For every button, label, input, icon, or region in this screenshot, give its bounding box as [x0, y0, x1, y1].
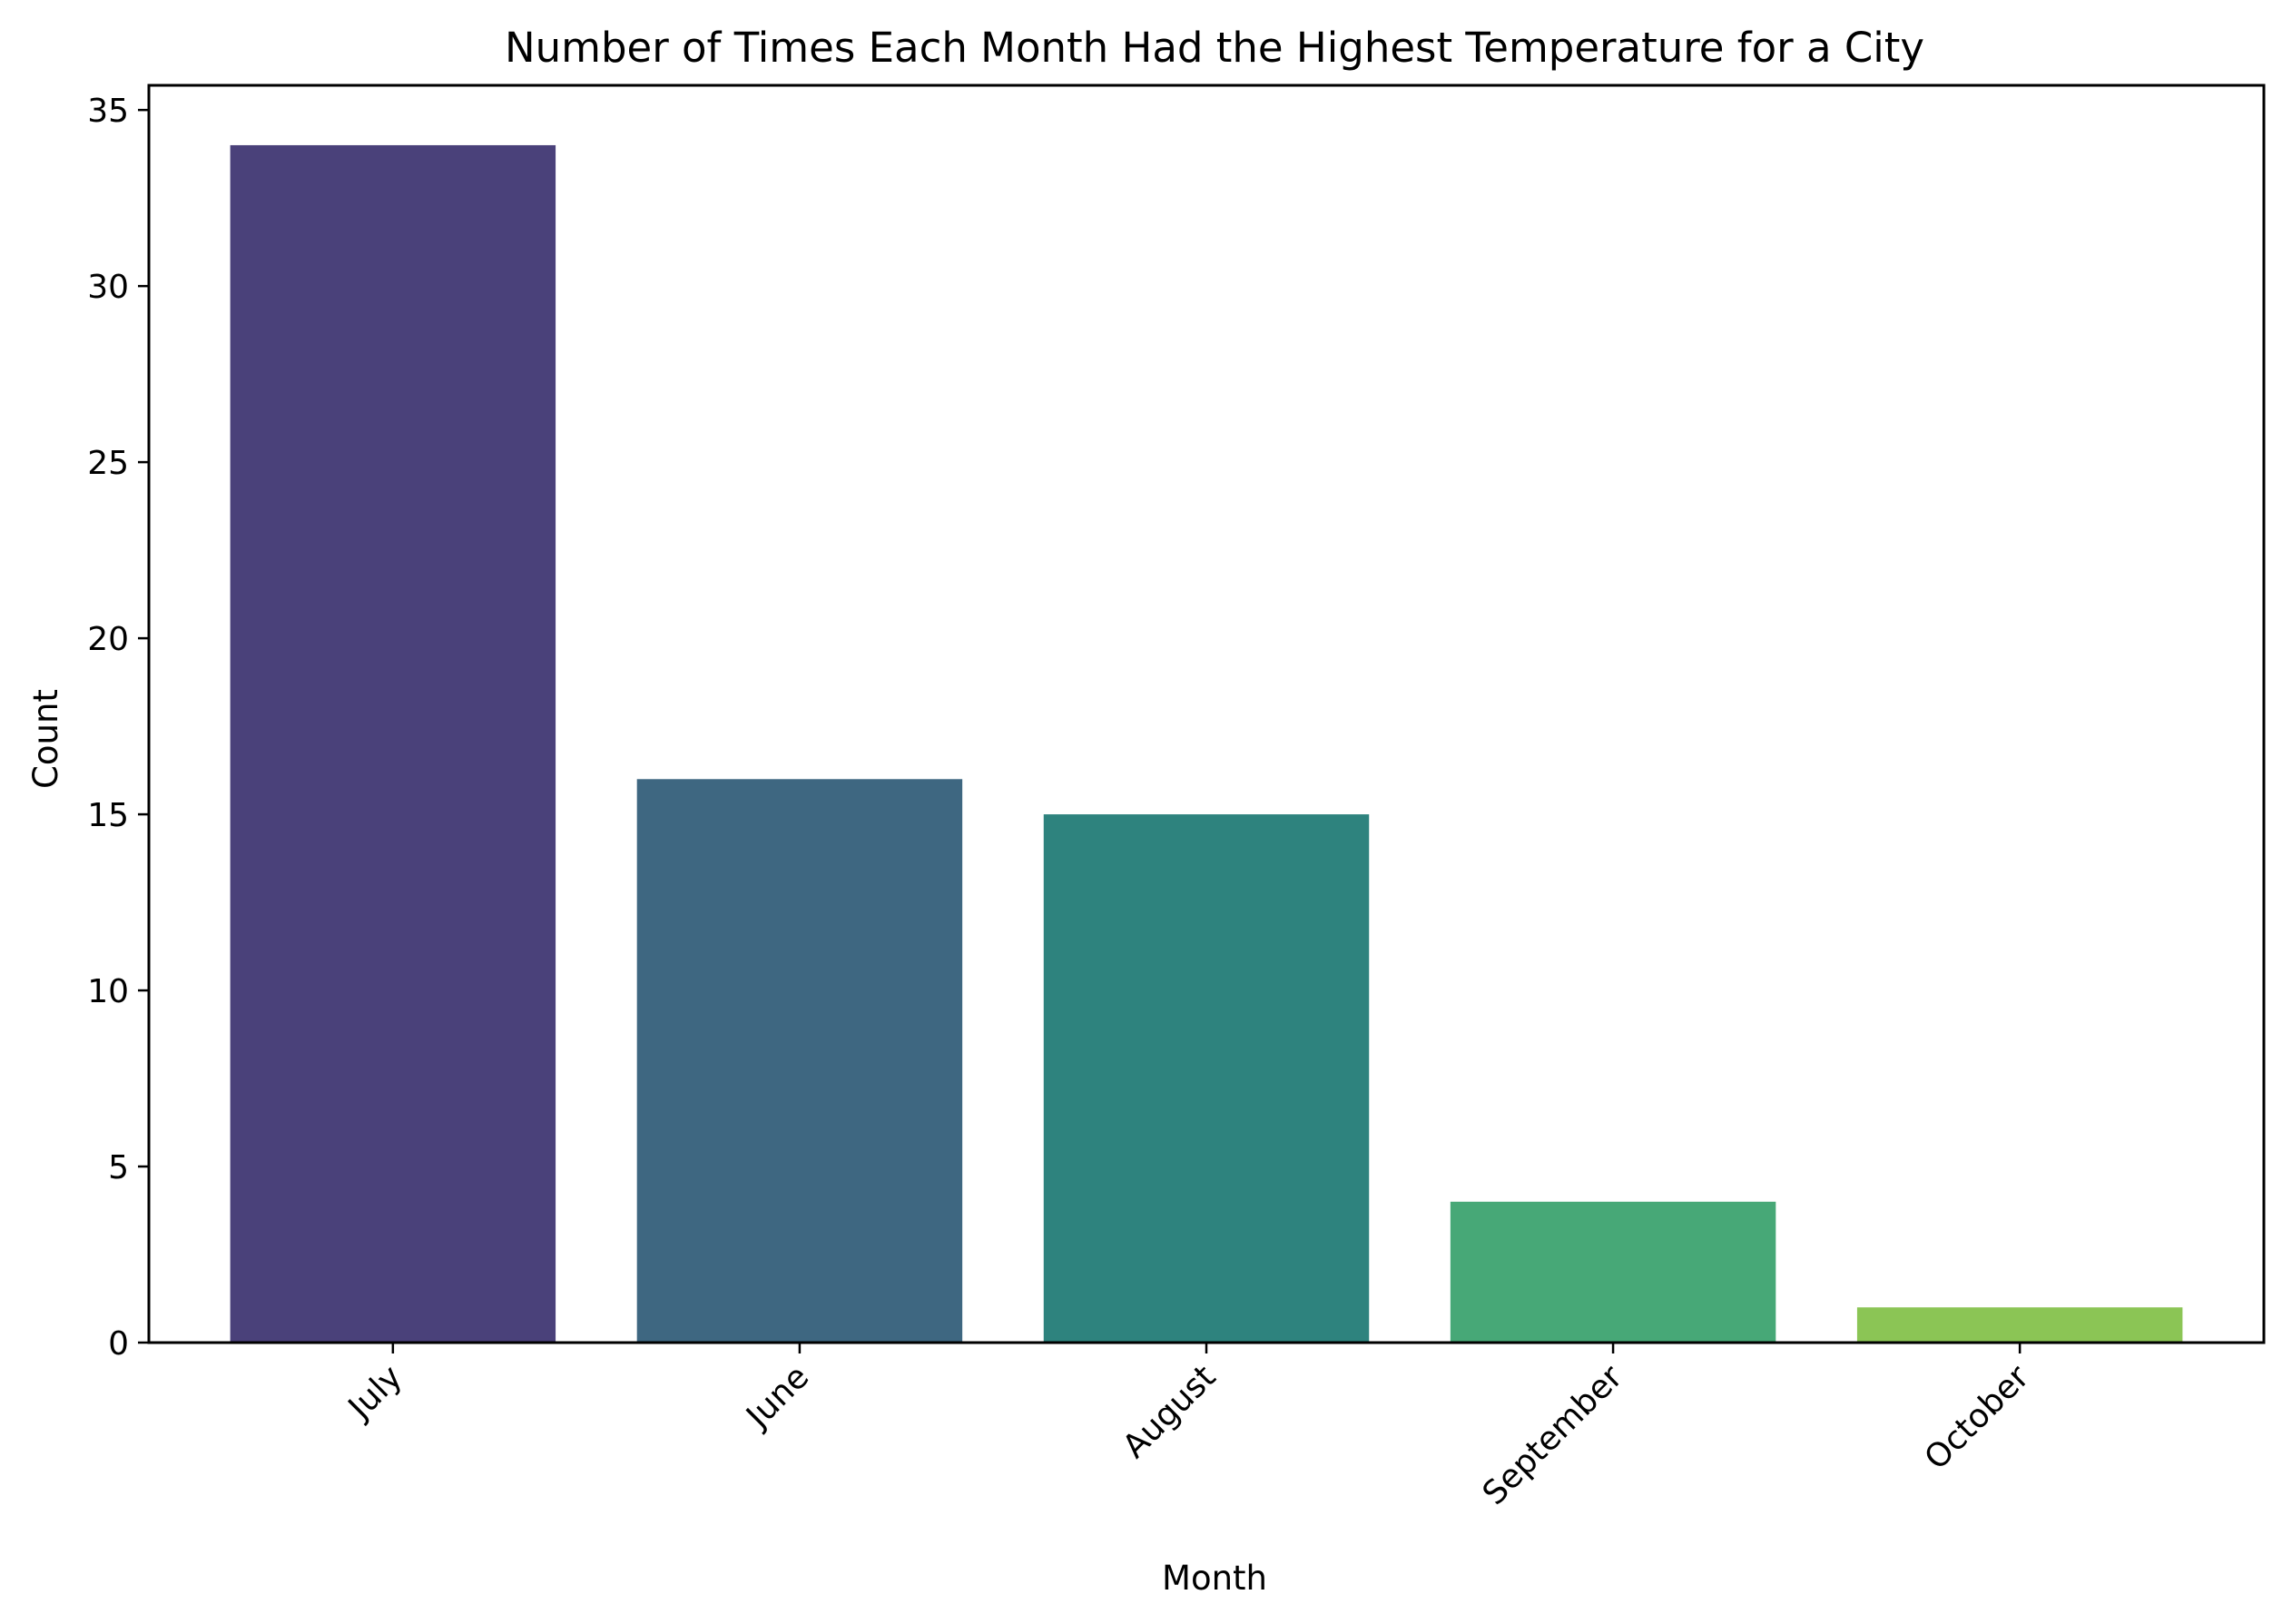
bar-august: [1043, 814, 1370, 1343]
y-tick-label: 0: [108, 1325, 129, 1363]
x-axis-label: Month: [1162, 1559, 1267, 1598]
chart-title: Number of Times Each Month Had the Highe…: [505, 24, 1924, 72]
plot-area-frame: [147, 84, 2266, 1344]
bar-september: [1450, 1201, 1776, 1343]
y-tick-label: 10: [87, 973, 129, 1010]
y-tick-label: 30: [87, 269, 129, 306]
y-tick-label: 25: [87, 445, 129, 482]
y-axis-ticks: 0 5 10 15 20 25 30 35: [87, 93, 149, 1363]
y-axis-label: Count: [26, 689, 65, 789]
y-tick-label: 15: [87, 797, 129, 834]
bar-june: [636, 779, 963, 1343]
bars-group: [230, 144, 2183, 1343]
y-tick-label: 20: [87, 621, 129, 658]
bar-october: [1856, 1307, 2183, 1343]
y-tick-label: 5: [108, 1149, 129, 1186]
bar-july: [230, 144, 556, 1343]
y-tick-label: 35: [87, 93, 129, 130]
